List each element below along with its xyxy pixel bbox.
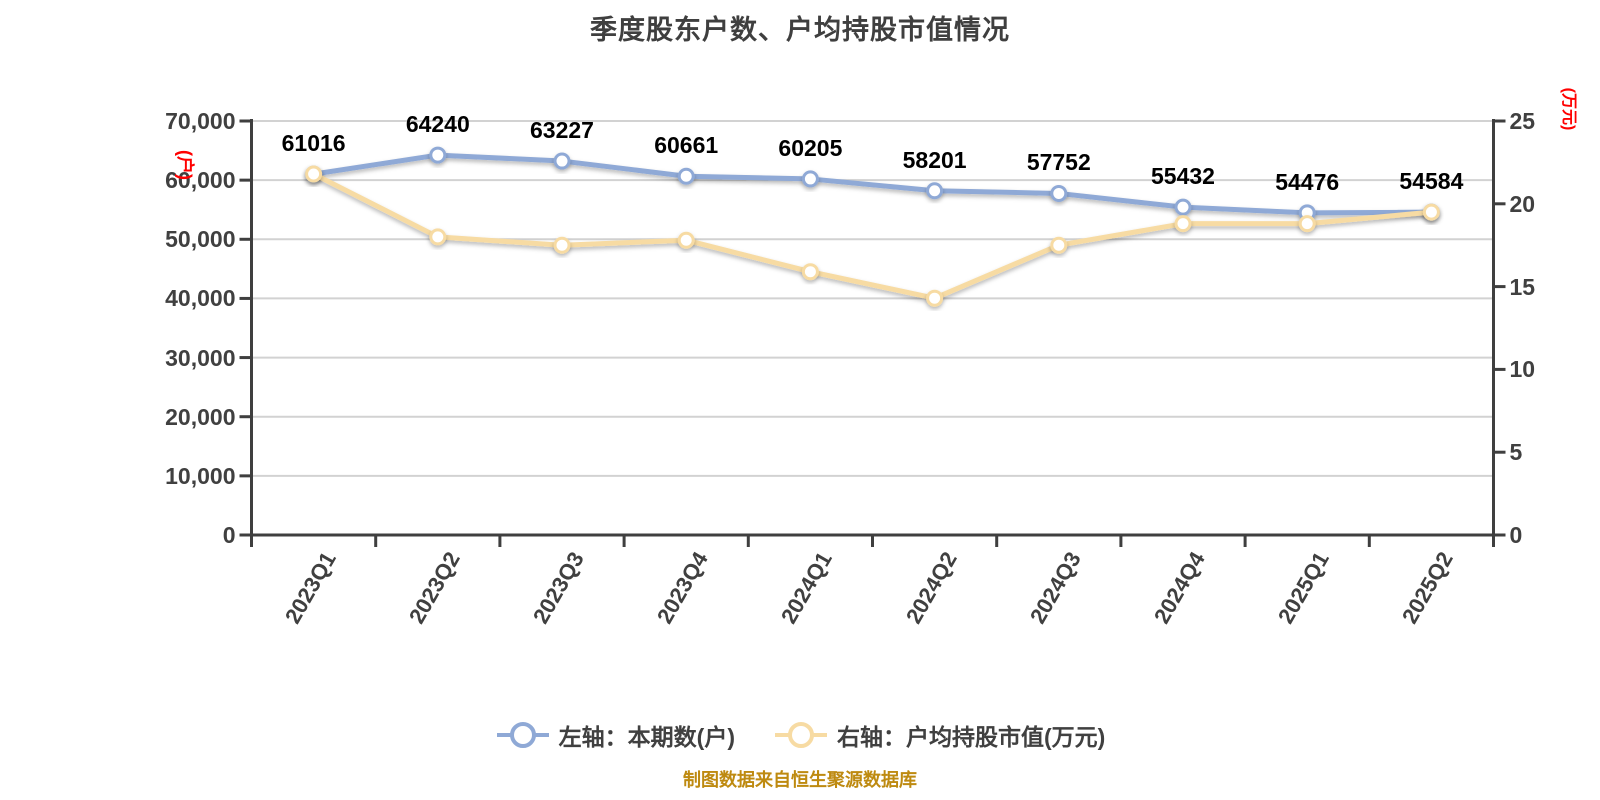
data-label-2023Q4: 60661 [654,132,719,159]
legend-marker-icon [496,722,549,748]
legend-item-holders[interactable]: 左轴：本期数(户) [495,718,735,752]
y-axis-right-tick-label: 0 [1509,522,1523,548]
marker-holders-2024Q4 [1174,198,1192,216]
legend-item-label: 左轴：本期数(户) [558,724,735,750]
data-source-note: 制图数据来自恒生聚源数据库 [683,770,917,790]
marker-market_value-2024Q3 [1050,236,1068,254]
right-axis-title: (万元) [1560,87,1577,131]
line-series-holders [311,152,1434,216]
data-label-2023Q2: 64240 [405,111,470,138]
marker-market_value-2025Q1 [1298,215,1316,233]
y-axis-right-tick-label: 15 [1509,273,1536,300]
legend-marker-icon [775,722,827,748]
marker-holders-2023Q3 [553,152,571,170]
data-label-2024Q3: 57752 [1026,149,1091,176]
marker-holders-2024Q2 [926,182,944,200]
marker-holders-2024Q3 [1050,184,1068,202]
y-axis-left-tick-label: 20,000 [165,403,236,430]
left-axis-title: (户) [175,150,195,181]
marker-market_value-2025Q2 [1422,203,1440,221]
y-axis-right-tick-label: 25 [1509,108,1536,134]
y-axis-right-tick-label: 20 [1509,190,1536,217]
data-label-2024Q1: 60205 [778,134,843,161]
data-label-2024Q4: 55432 [1151,163,1215,190]
marker-market_value-2023Q2 [429,228,447,246]
y-axis-left-tick-label: 0 [222,522,236,548]
marker-market_value-2023Q1 [305,165,323,183]
chart-title: 季度股东户数、户均持股市值情况 [590,15,1010,45]
marker-market_value-2024Q1 [801,263,819,281]
line-series-market_value [311,171,1434,301]
y-axis-left-tick-label: 70,000 [165,108,236,134]
data-label-2025Q1: 54476 [1275,168,1340,195]
marker-holders-2023Q4 [677,167,695,185]
data-label-2023Q1: 61016 [281,130,346,157]
legend-item-label: 右轴：户均持股市值(万元) [837,724,1106,750]
data-label-2024Q2: 58201 [902,146,967,173]
marker-market_value-2024Q2 [926,289,944,307]
data-label-2025Q2: 54584 [1399,168,1464,195]
marker-market_value-2023Q3 [553,236,571,254]
marker-market_value-2023Q4 [677,231,695,249]
y-axis-left-tick-label: 50,000 [165,226,236,253]
data-label-2023Q3: 63227 [530,117,594,144]
y-axis-left-tick-label: 10,000 [165,462,236,489]
marker-market_value-2024Q4 [1174,215,1192,233]
y-axis-right-tick-label: 5 [1509,439,1523,466]
y-axis-left-tick-label: 30,000 [165,344,236,371]
y-axis-right-tick-label: 10 [1509,356,1536,383]
marker-holders-2023Q2 [429,146,447,164]
y-axis-left-tick-label: 60,000 [165,167,236,194]
marker-holders-2024Q1 [801,170,819,188]
legend: 左轴：本期数(户) 右轴：户均持股市值(万元) [0,718,1600,752]
y-axis-left-tick-label: 40,000 [165,285,236,312]
legend-item-market_value[interactable]: 右轴：户均持股市值(万元) [773,718,1105,752]
